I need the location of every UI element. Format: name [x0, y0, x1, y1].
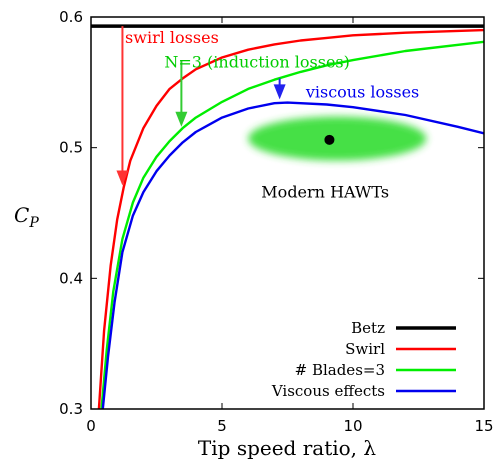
- x-axis-label: Tip speed ratio, λ: [198, 436, 376, 460]
- y-tick-label: 0.3: [59, 400, 83, 418]
- legend-label: Viscous effects: [271, 382, 385, 400]
- annotation-label: N=3 (induction losses): [164, 52, 350, 71]
- series-line-3: [101, 101, 484, 409]
- x-tick-label: 10: [343, 417, 362, 435]
- y-axis-label-subscript: P: [28, 215, 39, 231]
- x-tick-label: 0: [86, 417, 96, 435]
- annotation-label: viscous losses: [305, 82, 419, 101]
- viscous-loss-arrow-head: [273, 84, 286, 100]
- y-tick-label: 0.6: [59, 8, 83, 26]
- modern-hawts-region: [248, 116, 427, 161]
- plot-frame: [90, 16, 485, 410]
- legend-label: Betz: [351, 319, 385, 337]
- series-line-1: [97, 28, 484, 409]
- legend-label: # Blades=3: [295, 361, 385, 379]
- annotation-label: swirl losses: [125, 28, 219, 47]
- legend-label: Swirl: [345, 340, 385, 358]
- series-layer: [91, 24, 484, 409]
- x-tick-label: 5: [217, 417, 227, 435]
- induction-loss-arrow-head: [175, 111, 188, 127]
- swirl-loss-arrow-head: [116, 170, 129, 186]
- y-axis-label: CP: [14, 203, 39, 231]
- modern-hawts-region-layer: [248, 116, 427, 161]
- ticks-layer: 0 5 10 15 0.3 0.4 0.5 0.6: [59, 8, 493, 435]
- annotation-label: Modern HAWTs: [261, 182, 389, 201]
- x-tick-label: 15: [474, 417, 493, 435]
- series-line-2: [100, 40, 484, 409]
- y-tick-label: 0.5: [59, 139, 83, 157]
- legend: Betz Swirl # Blades=3 Viscous effects: [271, 319, 456, 400]
- y-tick-label: 0.4: [59, 269, 83, 287]
- annotations-layer: swirl losses N=3 (induction losses) viscou…: [116, 26, 419, 201]
- modern-hawts-marker: [324, 134, 335, 145]
